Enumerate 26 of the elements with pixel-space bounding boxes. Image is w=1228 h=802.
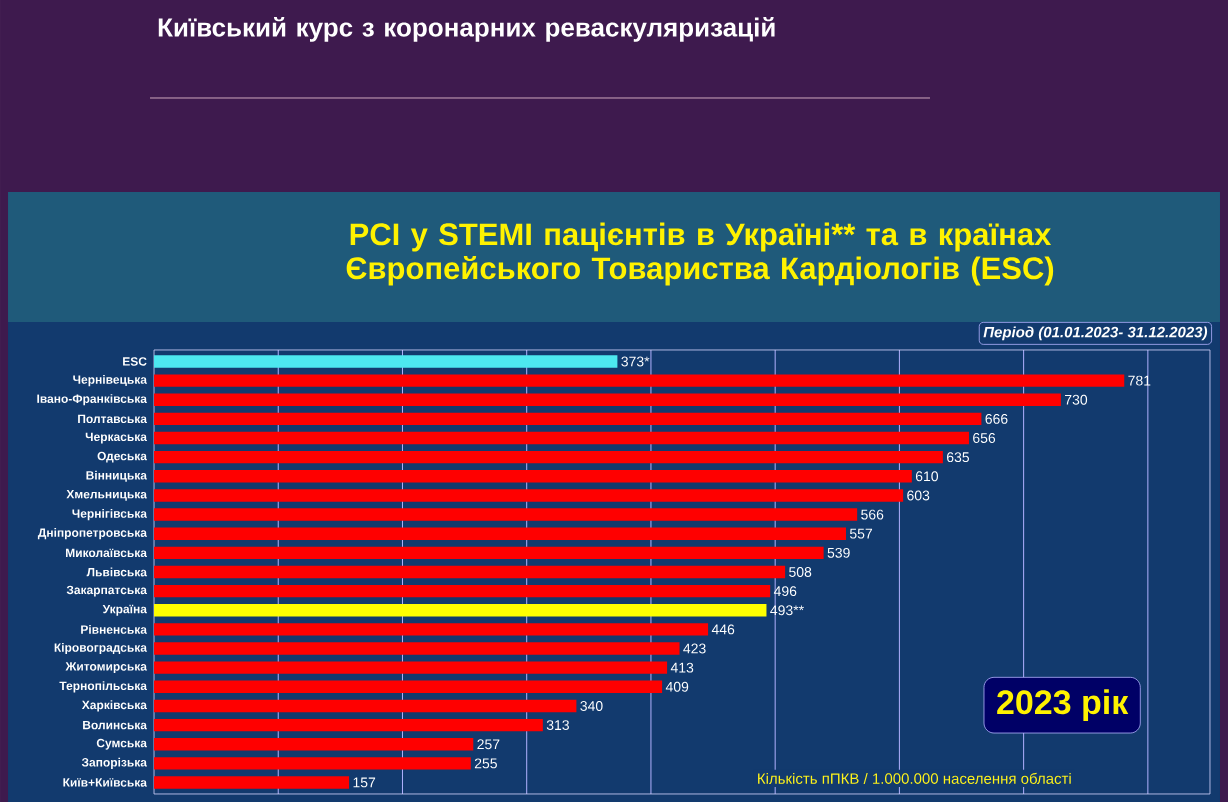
bar: [154, 450, 943, 464]
bar: [154, 738, 474, 751]
bar: [154, 776, 350, 789]
bar: [154, 393, 1061, 406]
bar: [154, 489, 904, 502]
bar: [154, 565, 786, 579]
bar: [154, 661, 668, 674]
bar: [154, 718, 543, 732]
chart-title: PCI у STEMI пацієнтів в Україні** та в країнах Європейського Товариства Кардіологів (ESC): [346, 222, 1054, 286]
bar: [154, 431, 969, 445]
bar: [154, 546, 824, 560]
bar: [154, 680, 663, 693]
text: Київський курс з коронарних реваскуляризацій: [158, 17, 775, 42]
annotation: 2023 рік: [997, 689, 1129, 722]
bar: [154, 355, 618, 368]
bar: [154, 699, 577, 713]
bar: [154, 412, 982, 426]
bar: [154, 527, 846, 540]
bar: [154, 757, 471, 770]
bar: [154, 642, 680, 655]
bar: [154, 374, 1125, 387]
bar: [154, 508, 858, 521]
bar: [154, 584, 771, 598]
bar: [154, 604, 767, 617]
bar: [154, 470, 912, 483]
bar: [154, 623, 709, 636]
